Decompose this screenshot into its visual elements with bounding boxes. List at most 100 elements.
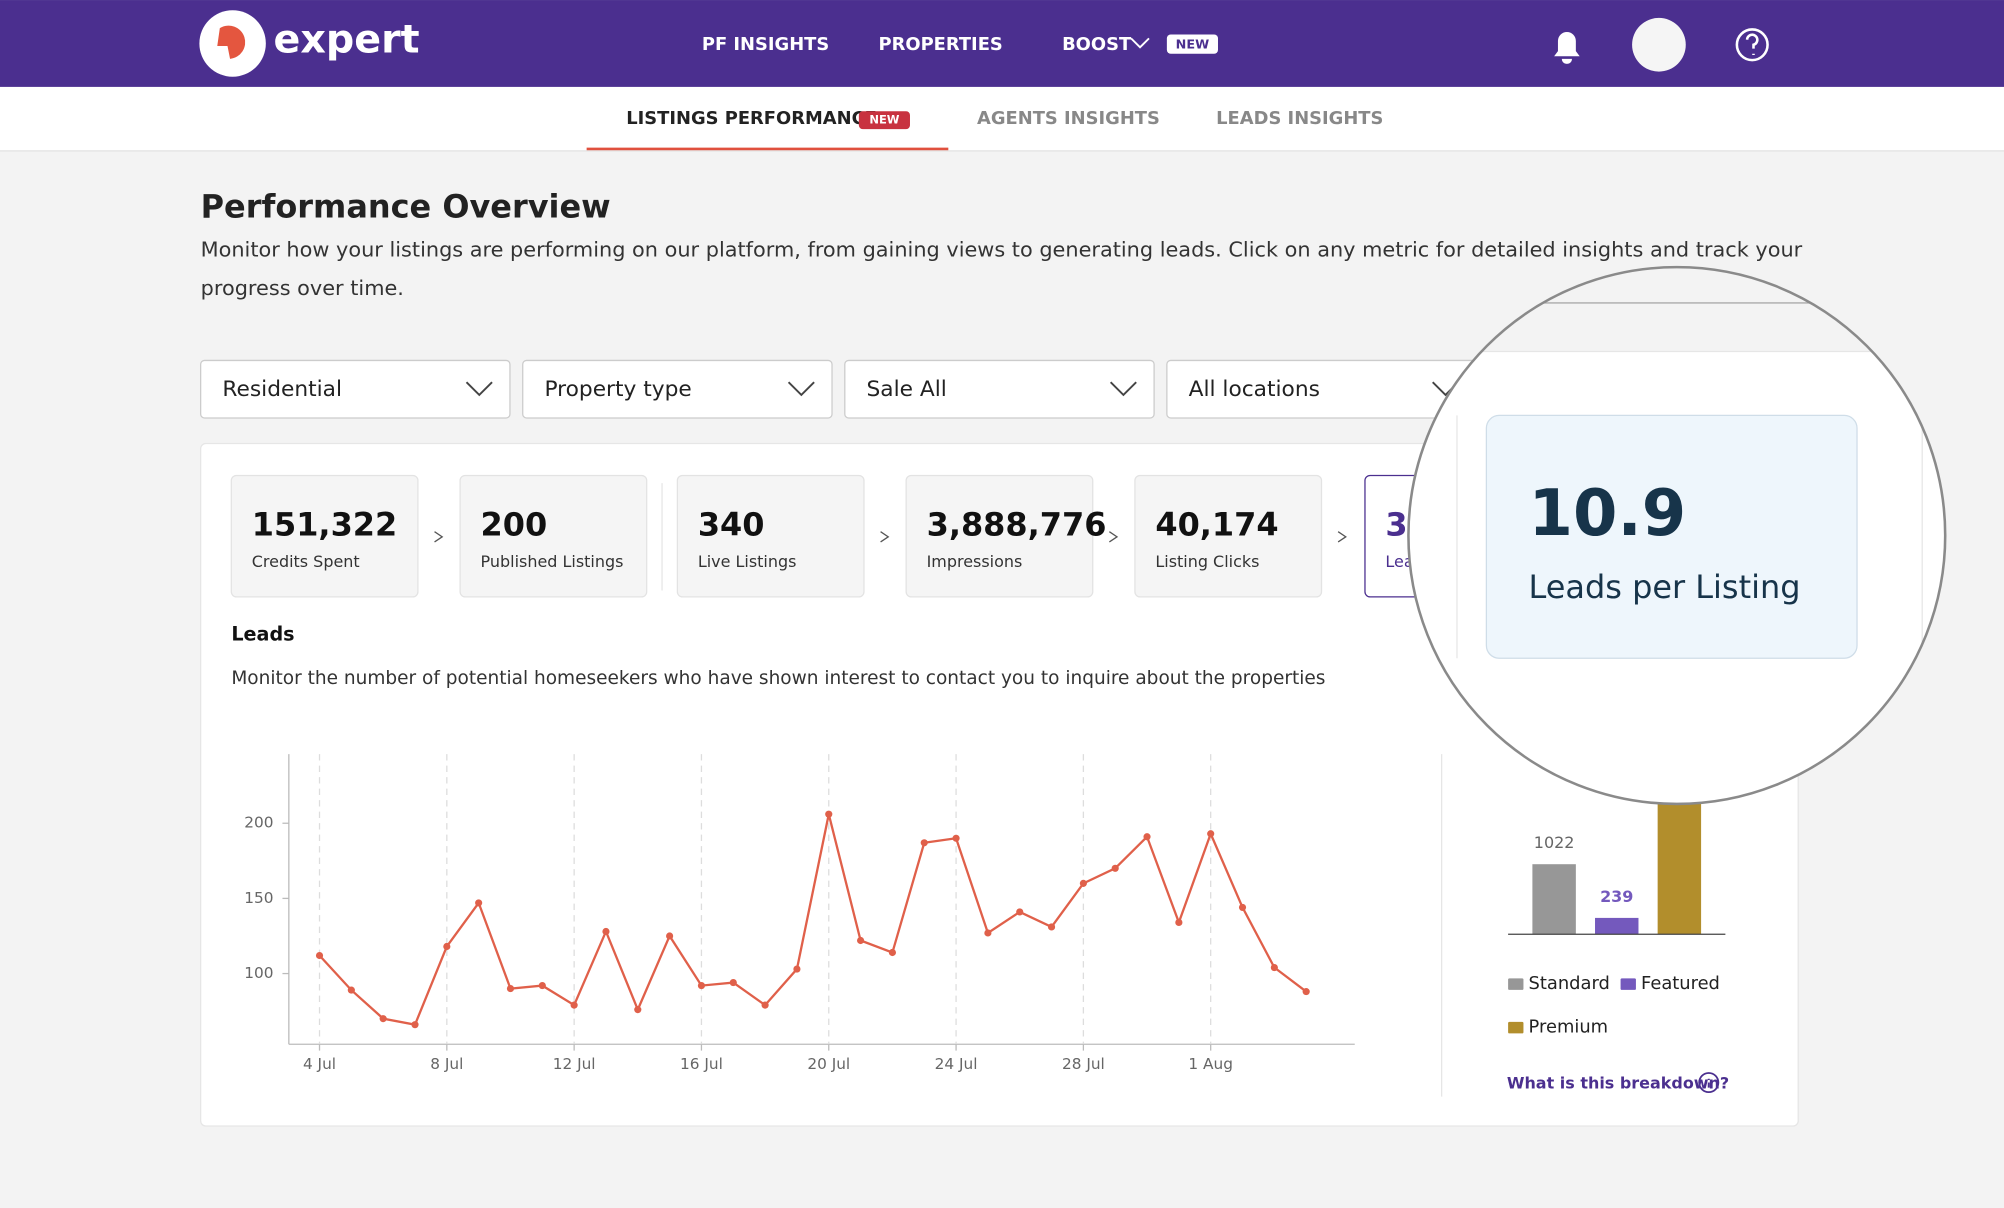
leads-point <box>602 927 610 936</box>
breakdown-link[interactable]: What is this breakdown? <box>1507 1073 1729 1092</box>
zoom-ring <box>1407 265 1947 806</box>
zoom-label: Leads per Listing <box>1529 568 1801 606</box>
nav-item[interactable]: BOOST <box>1062 34 1132 55</box>
badge <box>858 111 910 130</box>
filter-label: Property type <box>544 377 691 402</box>
zoom-value: 10.9 <box>1529 477 1687 551</box>
dropdown-icon <box>787 381 815 397</box>
x-tick-label: 4 Jul <box>303 1055 336 1073</box>
leads-point <box>888 948 896 957</box>
metric-card[interactable] <box>676 474 865 598</box>
x-tick-label: 28 Jul <box>1062 1055 1105 1073</box>
tab[interactable]: LISTINGS PERFORMANCE <box>626 108 877 129</box>
leads-point <box>1270 963 1278 972</box>
leads-point <box>443 942 451 951</box>
x-tick-label: 24 Jul <box>935 1055 978 1073</box>
metric-value: 3,888,776 <box>927 506 1107 544</box>
leads-point <box>1016 908 1024 916</box>
legend-swatch <box>1508 978 1524 990</box>
page-description: progress over time. <box>201 276 404 300</box>
page-description: Monitor how your listings are performing… <box>201 238 1803 262</box>
chevron <box>434 531 444 543</box>
legend-label: Standard <box>1529 973 1610 994</box>
badge-text: NEW <box>869 113 899 127</box>
section-title: Leads <box>231 623 294 646</box>
legend-label: Featured <box>1641 973 1720 994</box>
filter-label: All locations <box>1189 377 1320 402</box>
logo-mark <box>217 25 246 59</box>
card <box>200 442 1799 1127</box>
leads-point <box>697 982 706 990</box>
x-tick-label: 8 Jul <box>430 1055 463 1073</box>
nav-item[interactable]: PROPERTIES <box>879 34 1003 55</box>
filter-label: Sale All <box>867 377 947 402</box>
metric-value: 340 <box>698 506 765 544</box>
metric-card[interactable] <box>459 474 648 598</box>
y-tick-label: 100 <box>244 964 273 982</box>
bell-icon[interactable] <box>1554 31 1580 64</box>
tab[interactable]: AGENTS INSIGHTS <box>977 108 1160 129</box>
leads-point <box>634 1006 642 1014</box>
leads-point <box>506 985 515 993</box>
metric-card[interactable] <box>1134 474 1323 598</box>
metric-card[interactable] <box>905 474 1094 598</box>
filter-dropdown[interactable] <box>844 359 1155 419</box>
bar <box>1532 864 1576 935</box>
leads-point <box>475 899 483 907</box>
leads-point <box>729 978 737 987</box>
bar-label: 1022 <box>1534 833 1575 852</box>
bar-label: 239 <box>1600 887 1633 906</box>
leads-point <box>952 834 960 842</box>
zoom-metric-box[interactable] <box>1485 414 1858 659</box>
leads-point <box>825 810 833 818</box>
help-icon[interactable] <box>1735 28 1769 62</box>
metric-value: 200 <box>481 506 548 544</box>
leads-point <box>1302 988 1310 996</box>
leads-point <box>1238 903 1247 911</box>
leads-point <box>379 1015 387 1023</box>
legend-swatch <box>1508 1021 1524 1034</box>
leads-point <box>1111 864 1119 872</box>
logo-text[interactable]: expert <box>274 17 420 63</box>
leads-point <box>984 929 992 937</box>
leads-point <box>347 986 355 994</box>
leads-point <box>1047 923 1056 931</box>
bar <box>1657 797 1702 935</box>
leads-point <box>857 936 865 945</box>
leads-point <box>570 1001 578 1009</box>
section-description: Monitor the number of potential homeseek… <box>231 668 1325 689</box>
leads-point <box>315 951 324 960</box>
filter-dropdown[interactable] <box>522 359 833 419</box>
page-title: Performance Overview <box>201 187 611 225</box>
avatar[interactable] <box>1632 17 1686 72</box>
metric-card[interactable] <box>230 474 419 598</box>
x-tick-label: 1 Aug <box>1188 1055 1233 1073</box>
legend-label: Premium <box>1529 1017 1609 1038</box>
filter-dropdown[interactable] <box>200 359 511 419</box>
metric-label: Impressions <box>927 552 1023 571</box>
metric-label: Live Listings <box>698 552 797 571</box>
tab[interactable]: LEADS INSIGHTS <box>1216 108 1383 129</box>
leads-point <box>411 1021 419 1029</box>
info-icon[interactable] <box>1698 1072 1720 1094</box>
leads-point <box>1143 833 1151 841</box>
leads-point <box>761 1001 769 1009</box>
x-tick-label: 20 Jul <box>807 1055 850 1073</box>
metric-value: 151,322 <box>252 506 397 544</box>
filter-label: Residential <box>222 377 342 402</box>
badge <box>1166 34 1218 54</box>
leads-point <box>538 982 546 990</box>
help-glyph <box>1745 33 1759 55</box>
tab-bar <box>0 86 2004 151</box>
chevron <box>1109 531 1119 543</box>
y-tick-label: 150 <box>244 889 273 907</box>
dropdown-icon <box>465 381 493 397</box>
dropdown-icon <box>1130 37 1150 49</box>
legend-swatch <box>1620 978 1636 990</box>
bar <box>1595 917 1639 935</box>
x-tick-label: 16 Jul <box>680 1055 723 1073</box>
x-tick-label: 12 Jul <box>553 1055 596 1073</box>
y-tick-label: 200 <box>244 814 273 832</box>
nav-item[interactable]: PF INSIGHTS <box>702 34 829 55</box>
